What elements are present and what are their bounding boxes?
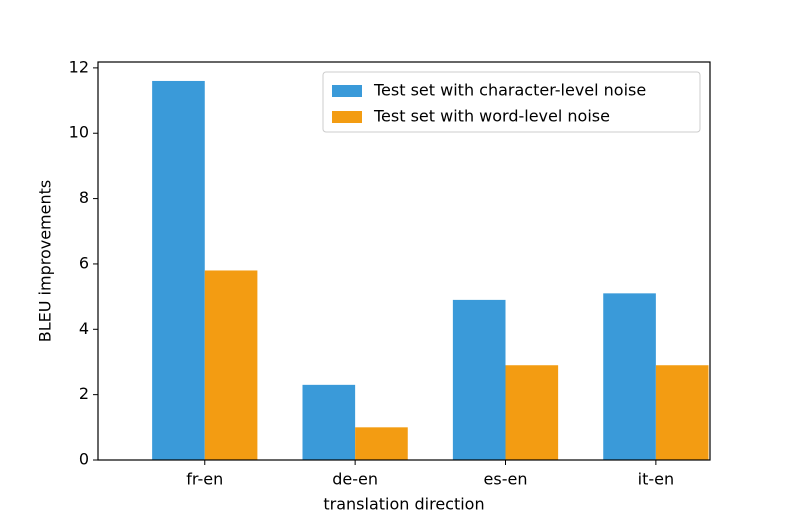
legend-label: Test set with character-level noise	[373, 81, 646, 100]
legend-swatch	[332, 85, 362, 97]
legend-swatch	[332, 111, 362, 123]
x-tick-label: de-en	[332, 470, 378, 489]
bar	[505, 365, 559, 460]
y-axis-label: BLEU improvements	[36, 180, 55, 343]
bar	[204, 270, 258, 460]
x-tick-label: fr-en	[186, 470, 223, 489]
legend-frame	[322, 71, 701, 133]
bar	[655, 365, 709, 460]
y-tick-label: 4	[79, 319, 89, 338]
bar	[355, 427, 408, 460]
y-tick-label: 10	[69, 123, 89, 142]
y-tick-label: 0	[79, 450, 89, 469]
bar	[603, 293, 656, 460]
y-tick-label: 6	[79, 253, 89, 272]
bar	[152, 80, 205, 460]
x-axis-label: translation direction	[323, 495, 484, 514]
legend: Test set with character-level noise Test …	[322, 71, 701, 133]
x-tick-label: it-en	[638, 470, 674, 489]
bar	[302, 384, 356, 460]
y-tick-label: 12	[69, 57, 89, 76]
x-tick-label: es-en	[484, 470, 528, 489]
y-tick-label: 8	[79, 188, 89, 207]
bar	[452, 299, 506, 460]
legend-label: Test set with word-level noise	[373, 107, 610, 126]
plot-frame	[97, 61, 711, 461]
y-tick-label: 2	[79, 384, 89, 403]
